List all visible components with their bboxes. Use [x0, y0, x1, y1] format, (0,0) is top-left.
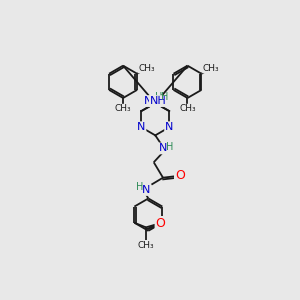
Text: NH: NH [150, 96, 166, 106]
Text: O: O [175, 169, 185, 182]
Text: N: N [151, 98, 160, 108]
Text: N: N [142, 185, 150, 195]
Text: CH₃: CH₃ [138, 241, 154, 250]
Text: CH₃: CH₃ [202, 64, 219, 73]
Text: H: H [161, 92, 168, 102]
Text: NH: NH [144, 96, 161, 106]
Text: H: H [155, 92, 162, 102]
Text: CH₃: CH₃ [138, 64, 155, 73]
Text: H: H [166, 142, 174, 152]
Text: N: N [137, 122, 146, 132]
Text: CH₃: CH₃ [115, 104, 131, 113]
Text: CH₃: CH₃ [179, 104, 196, 113]
Text: N: N [159, 143, 167, 153]
Text: O: O [156, 217, 166, 230]
Text: H: H [136, 182, 144, 192]
Text: N: N [165, 122, 173, 132]
